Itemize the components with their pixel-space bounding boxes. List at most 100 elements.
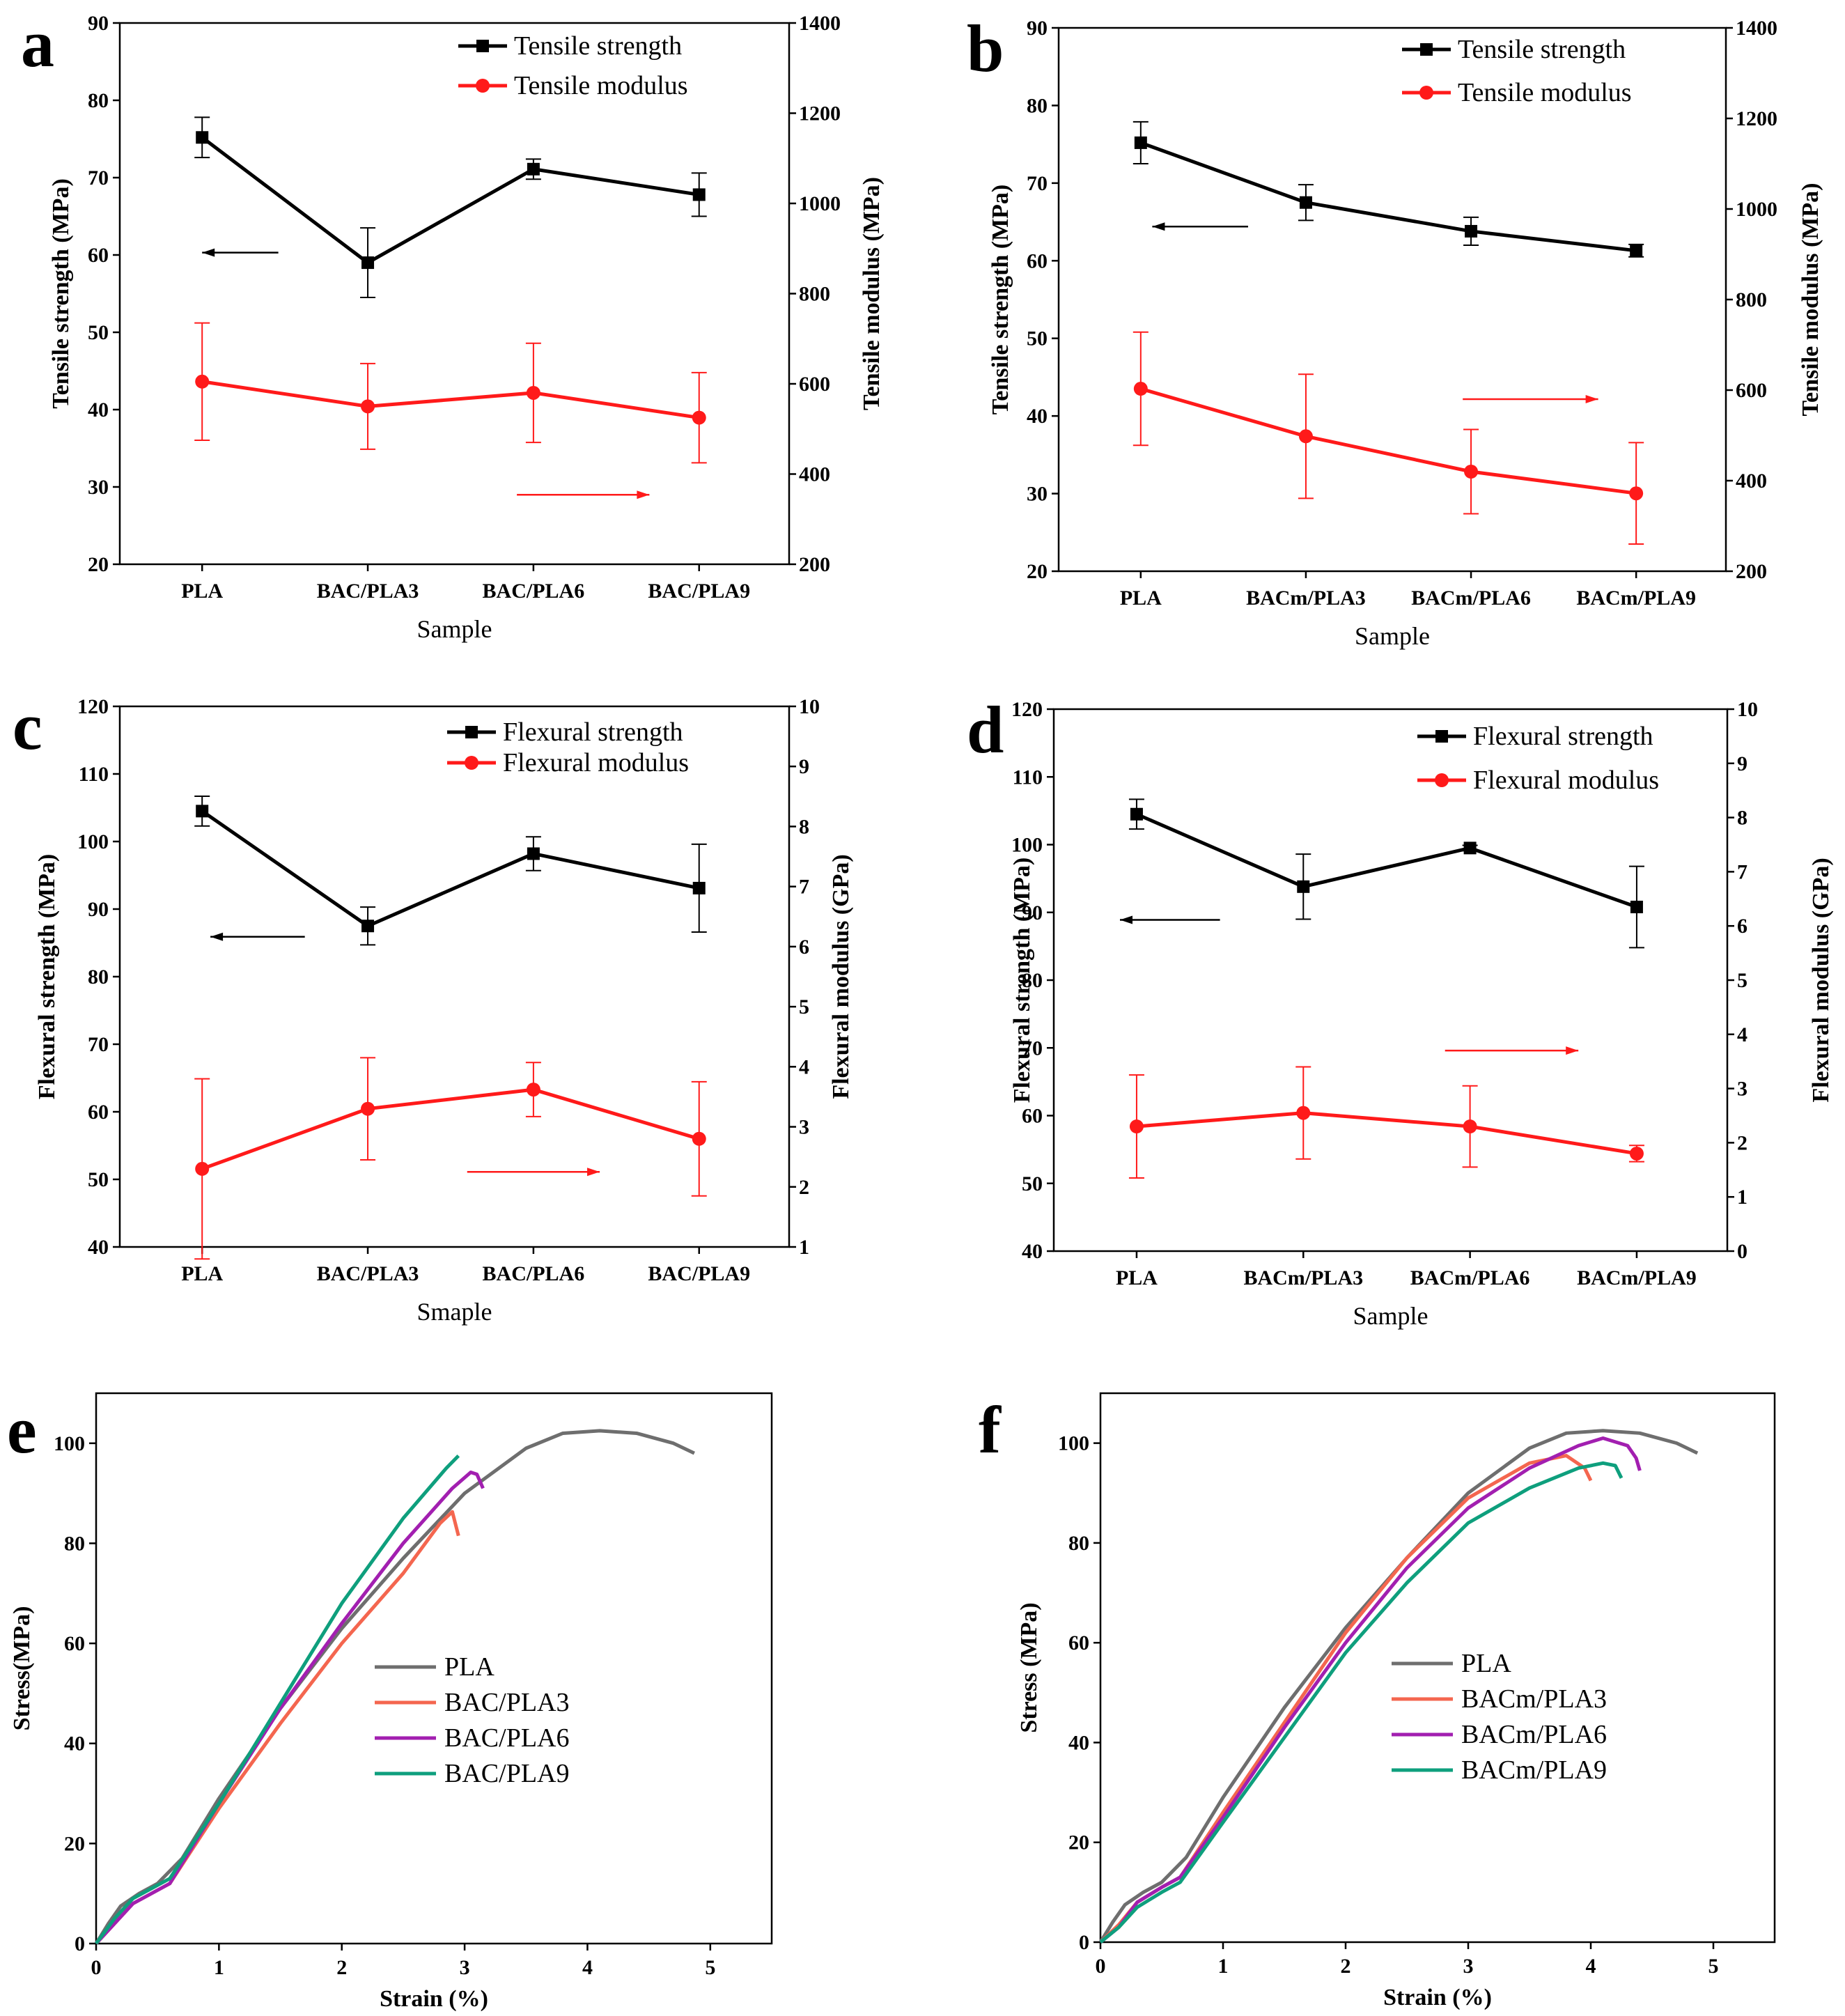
legend-label: Flexural strength bbox=[503, 718, 683, 747]
legend-marker bbox=[1435, 773, 1449, 787]
x-category-label: PLA bbox=[1120, 587, 1162, 610]
arrow-head bbox=[1152, 222, 1165, 231]
y2-tick-label: 1200 bbox=[1736, 107, 1777, 130]
y-axis-title: Flexural strength (MPa) bbox=[34, 854, 60, 1100]
legend-label: BAC/PLA3 bbox=[444, 1688, 569, 1717]
series-tensile-strength bbox=[1132, 121, 1644, 258]
legend-label: BAC/PLA6 bbox=[444, 1723, 569, 1753]
y2-axis-title: Tensile modulus (MPa) bbox=[1798, 183, 1823, 416]
y-tick-label: 80 bbox=[88, 89, 109, 112]
y2-tick-label: 2 bbox=[1737, 1131, 1747, 1154]
series-tensile-modulus bbox=[194, 322, 707, 464]
curve-pla bbox=[1098, 1429, 1699, 1944]
x-category-label: BACm/PLA9 bbox=[1577, 1266, 1697, 1289]
y2-tick-label: 200 bbox=[1736, 560, 1767, 583]
plot-frame bbox=[118, 705, 791, 1248]
curve-bac-pla6 bbox=[95, 1470, 485, 1945]
y2-tick-label: 200 bbox=[799, 553, 830, 576]
x-category-label: PLA bbox=[181, 580, 223, 603]
data-point-circle bbox=[195, 1161, 210, 1176]
data-point-square bbox=[527, 162, 540, 176]
y-tick-label: 40 bbox=[1068, 1731, 1089, 1754]
y-tick-label: 100 bbox=[1058, 1432, 1089, 1455]
y2-tick-label: 4 bbox=[1737, 1023, 1747, 1046]
y-tick-label: 20 bbox=[1068, 1831, 1089, 1854]
arrow-head bbox=[202, 248, 215, 257]
data-point-square bbox=[196, 131, 209, 144]
y-tick-label: 60 bbox=[88, 1101, 109, 1124]
legend-label: BACm/PLA9 bbox=[1461, 1755, 1607, 1785]
plot-frame bbox=[95, 1392, 773, 1945]
y2-axis-title: Flexural modulus (GPa) bbox=[828, 854, 854, 1099]
chart-panel-e: 0 20 40 60 80 100 0 1 2 3 4 5 Strain (%) Stress(MPa) P… bbox=[7, 1392, 773, 2012]
y2-tick-label: 1200 bbox=[799, 102, 841, 125]
y-tick-label: 30 bbox=[1027, 483, 1048, 506]
legend-label: BACm/PLA6 bbox=[1461, 1720, 1607, 1749]
x-category-label: BAC/PLA9 bbox=[648, 1262, 750, 1285]
series-line bbox=[1135, 812, 1637, 909]
y-tick-label: 20 bbox=[88, 553, 109, 576]
series-line bbox=[201, 1087, 700, 1171]
series-tensile-strength bbox=[194, 116, 707, 299]
y-tick-label: 60 bbox=[88, 244, 109, 267]
y2-tick-label: 800 bbox=[799, 283, 830, 306]
x-category-label: BAC/PLA3 bbox=[317, 1262, 419, 1285]
chart-panel-d: 40 50 60 70 80 90 100 110 120 0 1 2 3 4 5 6 7 8 9 10 PLA BACm… bbox=[967, 692, 1834, 1330]
y-axis-title: Stress (MPa) bbox=[1016, 1602, 1042, 1732]
plot-frame bbox=[1057, 26, 1727, 573]
legend-label: Flexural modulus bbox=[503, 748, 689, 777]
data-point-square bbox=[1630, 244, 1643, 257]
y2-tick-label: 7 bbox=[799, 876, 809, 899]
plot-frame bbox=[1099, 1392, 1776, 1944]
chart-panel-f: 0 20 40 60 80 100 0 1 2 3 4 5 Strain (%) Stress (MPa)… bbox=[979, 1392, 1776, 2010]
panel-label: a bbox=[21, 6, 54, 81]
legend-label: PLA bbox=[1461, 1649, 1511, 1678]
y-tick-label: 100 bbox=[1011, 834, 1043, 857]
y-tick-label: 90 bbox=[88, 12, 109, 35]
y-tick-label: 70 bbox=[88, 166, 109, 189]
arrow-head bbox=[210, 932, 224, 941]
y2-tick-label: 3 bbox=[1737, 1078, 1747, 1101]
y2-tick-label: 800 bbox=[1736, 288, 1767, 311]
y-tick-label: 50 bbox=[88, 321, 109, 344]
legend-label: Tensile modulus bbox=[1458, 78, 1632, 107]
curve-bac-pla9 bbox=[94, 1455, 460, 1945]
y2-tick-label: 1000 bbox=[1736, 198, 1777, 221]
x-tick-label: 0 bbox=[1096, 1955, 1106, 1978]
x-tick-label: 2 bbox=[336, 1956, 347, 1979]
data-point-circle bbox=[1298, 429, 1313, 444]
data-point-square bbox=[1299, 196, 1312, 209]
x-tick-label: 4 bbox=[1586, 1955, 1596, 1978]
y-tick-label: 40 bbox=[88, 1236, 109, 1259]
y-tick-label: 70 bbox=[1027, 172, 1048, 195]
x-category-label: BACm/PLA9 bbox=[1576, 587, 1696, 610]
data-point-circle bbox=[1629, 486, 1644, 501]
panel-label: c bbox=[13, 689, 42, 763]
curve-bac-pla3 bbox=[95, 1510, 460, 1945]
legend-marker bbox=[465, 756, 478, 770]
data-point-square bbox=[692, 188, 706, 201]
panel-label: d bbox=[967, 692, 1004, 767]
legend-marker bbox=[1419, 86, 1433, 100]
legend-label: Tensile modulus bbox=[514, 71, 688, 100]
y2-tick-label: 1 bbox=[799, 1236, 809, 1259]
y-tick-label: 50 bbox=[88, 1168, 109, 1191]
x-category-label: PLA bbox=[1116, 1266, 1158, 1289]
y2-tick-label: 3 bbox=[799, 1116, 809, 1139]
data-point-square bbox=[527, 847, 540, 860]
y-tick-label: 20 bbox=[1027, 560, 1048, 583]
panel-label: f bbox=[979, 1393, 1002, 1467]
y2-tick-label: 5 bbox=[799, 995, 809, 1018]
y-tick-label: 90 bbox=[88, 898, 109, 921]
data-point-circle bbox=[1629, 1146, 1644, 1161]
y-tick-label: 120 bbox=[1011, 698, 1043, 721]
x-category-label: PLA bbox=[181, 1262, 223, 1285]
y-tick-label: 40 bbox=[88, 398, 109, 421]
y-tick-label: 60 bbox=[64, 1632, 85, 1655]
data-point-square bbox=[1465, 224, 1478, 238]
x-tick-label: 5 bbox=[705, 1956, 715, 1979]
y-axis-title: Tensile strength (MPa) bbox=[48, 178, 74, 409]
x-category-label: BAC/PLA3 bbox=[317, 580, 419, 603]
data-point-square bbox=[1630, 900, 1643, 913]
y2-tick-label: 10 bbox=[1737, 698, 1758, 721]
